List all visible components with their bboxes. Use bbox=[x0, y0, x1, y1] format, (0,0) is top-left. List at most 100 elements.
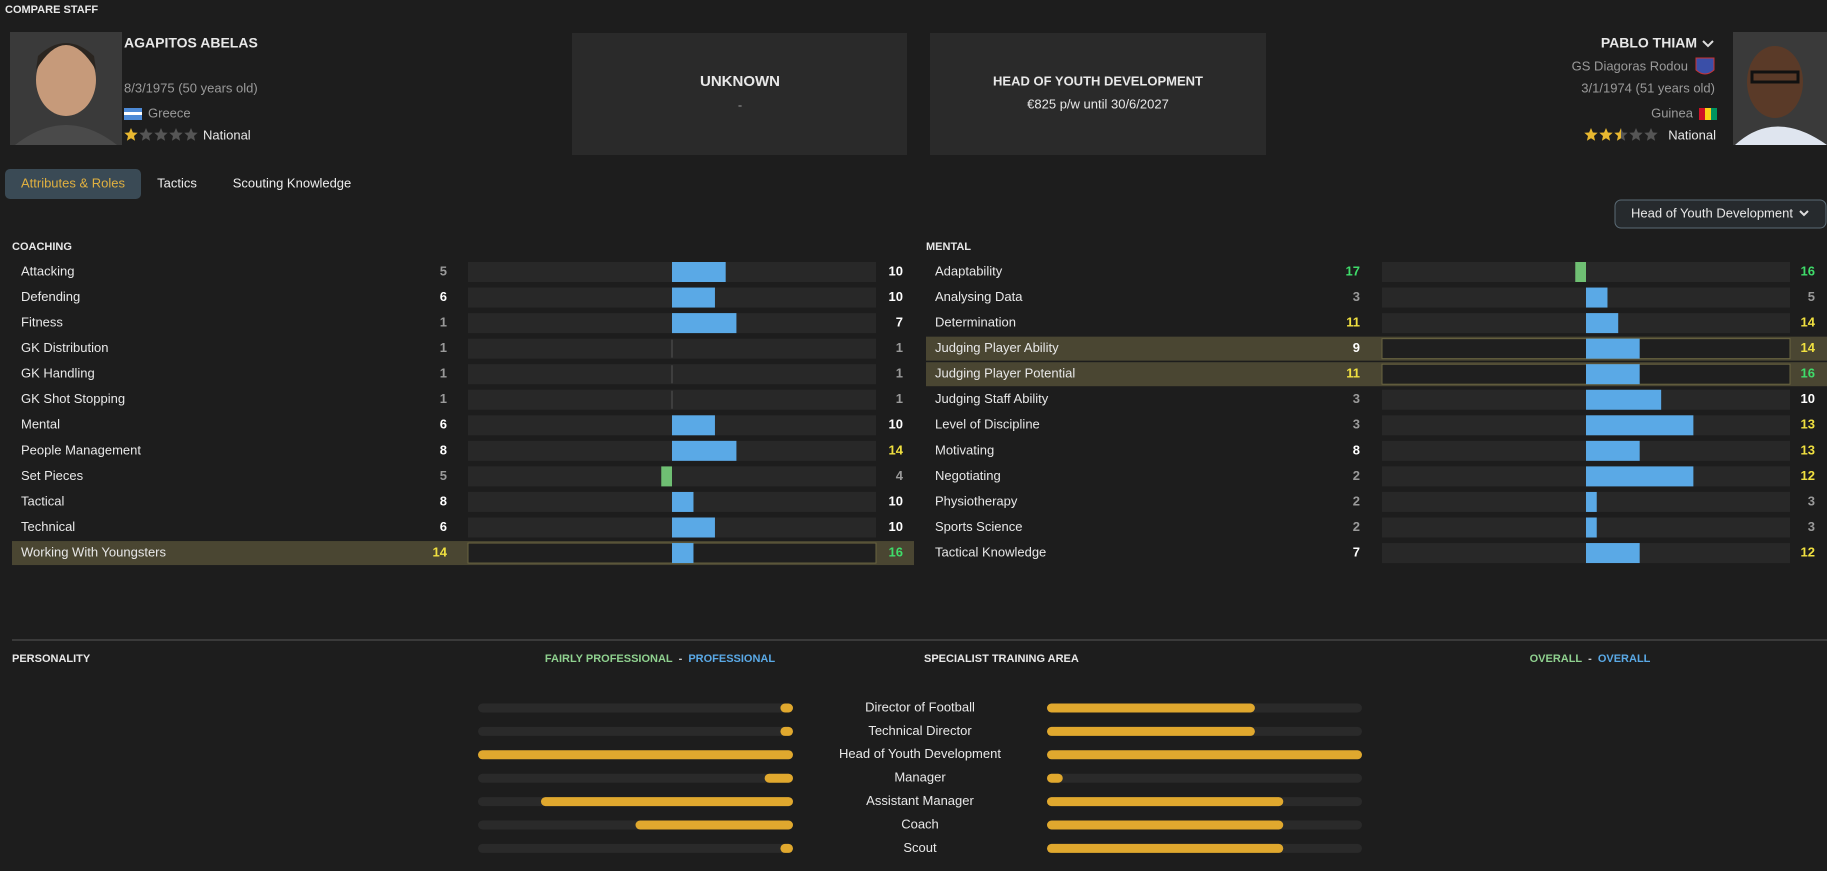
role-bar bbox=[1047, 773, 1063, 783]
rating-star bbox=[139, 128, 153, 141]
attribute-value: 16 bbox=[1801, 263, 1815, 278]
rating-star bbox=[1614, 128, 1628, 141]
attribute-value: 3 bbox=[1808, 493, 1815, 508]
attribute-value: 5 bbox=[440, 468, 447, 483]
difference-bar bbox=[672, 543, 694, 564]
attribute-value: 9 bbox=[1353, 340, 1360, 355]
attribute-name: Mental bbox=[21, 417, 60, 432]
attribute-value: 1 bbox=[440, 391, 447, 406]
attribute-name: Technical bbox=[21, 519, 75, 534]
role-bar bbox=[1047, 726, 1255, 736]
attribute-value: 8 bbox=[1353, 442, 1360, 457]
attribute-value: 10 bbox=[889, 519, 903, 534]
card-title: UNKNOWN bbox=[700, 73, 780, 90]
role-bar bbox=[1047, 797, 1284, 807]
difference-bar bbox=[1586, 364, 1640, 385]
section-title: PERSONALITY bbox=[12, 653, 91, 665]
card-detail: €825 p/w until 30/6/2027 bbox=[1027, 96, 1169, 111]
role-track bbox=[478, 703, 793, 713]
role-name: Scout bbox=[903, 840, 937, 855]
role-bar bbox=[1047, 820, 1284, 830]
role-dropdown[interactable] bbox=[1614, 199, 1827, 229]
role-name: Technical Director bbox=[868, 723, 972, 738]
difference-bar bbox=[672, 415, 715, 436]
attribute-value: 14 bbox=[889, 442, 904, 457]
role-bar bbox=[541, 797, 793, 807]
dropdown-icon[interactable] bbox=[1799, 210, 1809, 217]
role-bar bbox=[780, 843, 793, 853]
summary-separator: - bbox=[679, 653, 683, 665]
difference-bar bbox=[1575, 262, 1586, 282]
attribute-value: 17 bbox=[1346, 263, 1360, 278]
attribute-value: 3 bbox=[1808, 519, 1815, 534]
attribute-value: 12 bbox=[1801, 544, 1815, 559]
role-name: Head of Youth Development bbox=[839, 746, 1001, 761]
role-bar bbox=[478, 750, 793, 760]
difference-bar bbox=[661, 466, 672, 487]
attribute-value: 1 bbox=[896, 391, 903, 406]
attribute-name: Judging Player Ability bbox=[935, 340, 1059, 355]
difference-bar bbox=[1586, 415, 1694, 436]
summary-right: PROFESSIONAL bbox=[688, 653, 775, 665]
difference-bar bbox=[1586, 338, 1640, 359]
role-bar bbox=[1047, 703, 1255, 713]
screen-title: COMPARE STAFF bbox=[5, 4, 98, 16]
difference-bar bbox=[672, 262, 726, 282]
role-name: Director of Football bbox=[865, 699, 975, 714]
role-name: Coach bbox=[901, 816, 939, 831]
staff-photo-right bbox=[1733, 32, 1827, 145]
staff-reputation: National bbox=[203, 127, 251, 142]
attribute-value: 1 bbox=[896, 340, 903, 355]
attribute-name: Tactical bbox=[21, 493, 64, 508]
tab[interactable]: Tactics bbox=[157, 175, 197, 190]
attribute-value: 2 bbox=[1353, 493, 1360, 508]
attribute-name: Negotiating bbox=[935, 468, 1001, 483]
role-bar bbox=[1047, 750, 1362, 760]
attribute-value: 12 bbox=[1801, 468, 1815, 483]
attribute-value: 4 bbox=[896, 468, 904, 483]
role-track bbox=[478, 843, 793, 853]
name-dropdown-icon[interactable] bbox=[1702, 40, 1714, 48]
section-title: MENTAL bbox=[926, 241, 971, 253]
role-bar bbox=[764, 773, 793, 783]
attribute-name: GK Shot Stopping bbox=[21, 391, 125, 406]
attribute-name: Analysing Data bbox=[935, 289, 1023, 304]
difference-bar bbox=[1586, 543, 1640, 564]
attribute-value: 11 bbox=[1346, 315, 1360, 330]
summary-separator: - bbox=[1588, 653, 1592, 665]
rating-star bbox=[1629, 128, 1643, 141]
attribute-value: 11 bbox=[1346, 366, 1360, 381]
attribute-name: Sports Science bbox=[935, 519, 1022, 534]
attribute-value: 6 bbox=[440, 289, 447, 304]
attribute-name: Set Pieces bbox=[21, 468, 84, 483]
tab[interactable]: Attributes & Roles bbox=[21, 175, 126, 190]
attribute-name: Adaptability bbox=[935, 263, 1003, 278]
rating-star bbox=[169, 128, 183, 141]
attribute-name: Physiotherapy bbox=[935, 493, 1018, 508]
role-dropdown-label[interactable]: Head of Youth Development bbox=[1631, 205, 1793, 220]
staff-dob: 3/1/1974 (51 years old) bbox=[1581, 80, 1715, 95]
rating-star bbox=[124, 128, 138, 141]
role-bar bbox=[1047, 843, 1284, 853]
rating-star bbox=[1644, 128, 1658, 141]
summary-left: FAIRLY PROFESSIONAL bbox=[545, 653, 673, 665]
role-track bbox=[1047, 773, 1362, 783]
tab[interactable]: Scouting Knowledge bbox=[233, 175, 352, 190]
attribute-value: 1 bbox=[440, 315, 447, 330]
section-title: COACHING bbox=[12, 241, 72, 253]
staff-name[interactable]: PABLO THIAM bbox=[1601, 35, 1697, 51]
attribute-value: 14 bbox=[1801, 340, 1816, 355]
role-bar bbox=[780, 726, 793, 736]
attribute-value: 6 bbox=[440, 519, 447, 534]
attribute-value: 8 bbox=[440, 442, 447, 457]
attribute-name: Attacking bbox=[21, 263, 74, 278]
rating-star bbox=[184, 128, 198, 141]
attribute-value: 3 bbox=[1353, 391, 1360, 406]
tab-active[interactable] bbox=[5, 169, 141, 199]
staff-reputation: National bbox=[1668, 127, 1716, 142]
info-card bbox=[930, 33, 1266, 155]
flag-guinea bbox=[1699, 108, 1717, 120]
staff-photo-left bbox=[10, 32, 122, 145]
